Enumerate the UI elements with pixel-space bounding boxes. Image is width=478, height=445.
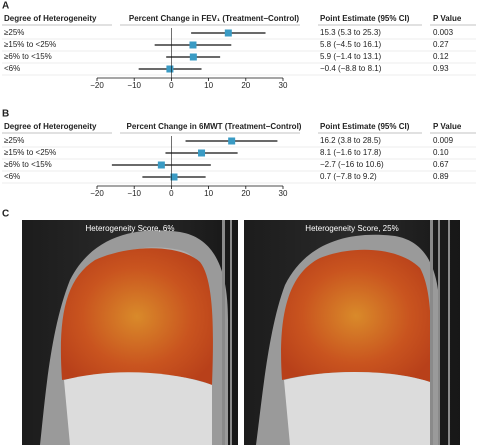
panel-label: B xyxy=(2,109,9,120)
estimate-label: 5.9 (−1.4 to 13.1) xyxy=(320,52,381,61)
point-estimate xyxy=(198,149,206,157)
row-label: ≥6% to <15% xyxy=(4,52,52,61)
column-header: P Value xyxy=(433,14,462,23)
estimate-label: 16.2 (3.8 to 28.5) xyxy=(320,136,381,145)
image-caption: Heterogeneity Score, 6% xyxy=(86,224,175,233)
estimate-label: 15.3 (5.3 to 25.3) xyxy=(320,28,381,37)
estimate-label: −0.4 (−8.8 to 8.1) xyxy=(320,64,382,73)
column-header: Point Estimate (95% CI) xyxy=(320,14,410,23)
p-value: 0.27 xyxy=(433,40,449,49)
row-label: ≥15% to <25% xyxy=(4,148,56,157)
column-header: Degree of Heterogeneity xyxy=(4,14,97,23)
estimate-label: 0.7 (−7.8 to 9.2) xyxy=(320,172,377,181)
chart-title: Percent Change in 6MWT (Treatment−Contro… xyxy=(127,122,302,131)
x-tick-label: 30 xyxy=(279,189,288,198)
chart-title: Percent Change in FEV₁ (Treatment−Contro… xyxy=(129,14,300,23)
x-tick-label: 30 xyxy=(279,81,288,90)
column-header: Degree of Heterogeneity xyxy=(4,122,97,131)
x-tick-label: 0 xyxy=(169,81,174,90)
x-tick-label: −20 xyxy=(90,189,104,198)
x-tick-label: 20 xyxy=(241,81,250,90)
panel-label: A xyxy=(2,1,9,12)
image-caption: Heterogeneity Score, 25% xyxy=(305,224,398,233)
point-estimate xyxy=(224,29,232,37)
p-value: 0.10 xyxy=(433,148,449,157)
p-value: 0.89 xyxy=(433,172,449,181)
point-estimate xyxy=(228,137,236,145)
estimate-label: −2.7 (−16 to 10.6) xyxy=(320,160,384,169)
row-label: ≥15% to <25% xyxy=(4,40,56,49)
panel-label: C xyxy=(2,209,9,220)
point-estimate xyxy=(189,41,197,49)
row-label: <6% xyxy=(4,172,20,181)
x-tick-label: −10 xyxy=(127,81,141,90)
p-value: 0.003 xyxy=(433,28,454,37)
point-estimate xyxy=(170,173,178,181)
p-value: 0.009 xyxy=(433,136,454,145)
x-tick-label: −10 xyxy=(127,189,141,198)
p-value: 0.93 xyxy=(433,64,449,73)
p-value: 0.67 xyxy=(433,160,449,169)
row-label: ≥6% to <15% xyxy=(4,160,52,169)
p-value: 0.12 xyxy=(433,52,449,61)
x-tick-label: −20 xyxy=(90,81,104,90)
point-estimate xyxy=(166,65,174,73)
row-label: <6% xyxy=(4,64,20,73)
ct-image xyxy=(244,220,460,445)
x-tick-label: 20 xyxy=(241,189,250,198)
x-tick-label: 10 xyxy=(204,81,213,90)
column-header: P Value xyxy=(433,122,462,131)
column-header: Point Estimate (95% CI) xyxy=(320,122,410,131)
point-estimate xyxy=(189,53,197,61)
point-estimate xyxy=(157,161,165,169)
ct-image xyxy=(22,220,238,445)
row-label: ≥25% xyxy=(4,136,24,145)
x-tick-label: 10 xyxy=(204,189,213,198)
estimate-label: 8.1 (−1.6 to 17.8) xyxy=(320,148,381,157)
x-tick-label: 0 xyxy=(169,189,174,198)
row-label: ≥25% xyxy=(4,28,24,37)
estimate-label: 5.8 (−4.5 to 16.1) xyxy=(320,40,381,49)
